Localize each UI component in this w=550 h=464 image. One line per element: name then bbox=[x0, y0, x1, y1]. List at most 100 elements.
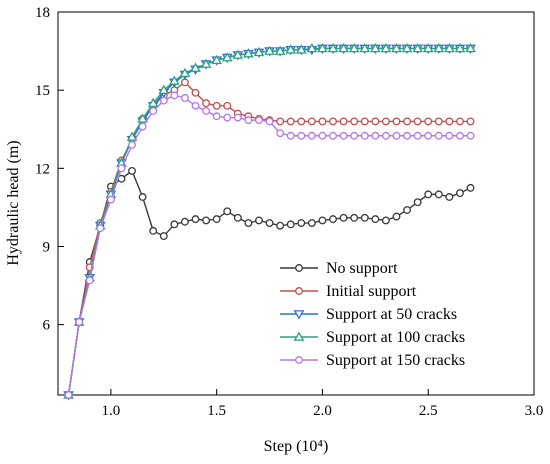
legend-item: Support at 50 cracks bbox=[280, 306, 457, 323]
legend-label: Support at 100 cracks bbox=[326, 329, 465, 346]
data-point bbox=[223, 113, 232, 122]
data-point bbox=[391, 42, 402, 53]
data-point bbox=[223, 207, 232, 216]
data-point bbox=[329, 117, 337, 126]
data-point bbox=[306, 42, 318, 53]
data-point bbox=[147, 97, 159, 107]
legend-item: Support at 100 cracks bbox=[280, 329, 465, 346]
data-point bbox=[253, 46, 265, 57]
data-point bbox=[392, 212, 401, 221]
data-point bbox=[138, 193, 147, 201]
data-point bbox=[297, 219, 306, 227]
data-point bbox=[444, 42, 455, 53]
data-point bbox=[276, 117, 285, 126]
data-point bbox=[348, 42, 360, 53]
data-point bbox=[149, 226, 158, 235]
data-point bbox=[466, 117, 475, 126]
data-point bbox=[422, 42, 434, 53]
data-point bbox=[307, 117, 316, 126]
data-point bbox=[106, 195, 115, 204]
data-point bbox=[117, 164, 126, 173]
data-point bbox=[339, 131, 348, 140]
legend-label: No support bbox=[326, 260, 398, 277]
data-point bbox=[264, 45, 275, 55]
x-tick-label: 1.5 bbox=[207, 403, 226, 419]
data-point bbox=[191, 88, 200, 97]
data-point bbox=[454, 42, 466, 53]
data-point bbox=[381, 131, 390, 140]
data-point bbox=[380, 42, 392, 53]
data-point bbox=[202, 216, 211, 225]
data-point bbox=[233, 213, 242, 222]
data-point bbox=[424, 190, 433, 199]
data-point bbox=[200, 58, 212, 68]
data-point bbox=[244, 116, 253, 125]
data-point bbox=[297, 117, 306, 126]
data-point bbox=[381, 216, 390, 225]
data-point bbox=[191, 215, 200, 224]
y-tick-label: 6 bbox=[43, 318, 51, 334]
data-point bbox=[403, 131, 412, 140]
data-point bbox=[286, 131, 295, 140]
data-point bbox=[433, 42, 445, 53]
data-point bbox=[403, 117, 412, 126]
data-point bbox=[223, 101, 232, 110]
data-point bbox=[243, 48, 254, 58]
legend-marker bbox=[293, 310, 305, 320]
data-point bbox=[456, 117, 464, 126]
data-point bbox=[64, 391, 73, 399]
y-tick-label: 9 bbox=[43, 239, 51, 255]
data-point bbox=[307, 131, 316, 140]
data-point bbox=[159, 232, 168, 241]
legend-label: Support at 50 cracks bbox=[326, 306, 457, 323]
data-point bbox=[413, 131, 422, 140]
data-point bbox=[434, 117, 443, 126]
data-point bbox=[191, 101, 200, 110]
data-point bbox=[180, 94, 189, 102]
data-point bbox=[128, 166, 136, 175]
data-point bbox=[212, 215, 221, 224]
data-point bbox=[329, 215, 337, 224]
data-point bbox=[466, 183, 475, 192]
x-tick-label: 2.5 bbox=[419, 403, 438, 419]
data-point bbox=[329, 131, 337, 140]
data-point bbox=[169, 75, 180, 85]
data-point bbox=[265, 117, 274, 126]
data-point bbox=[295, 44, 307, 54]
series-layer bbox=[63, 42, 476, 401]
y-axis-title: Hydraulic head (m) bbox=[5, 140, 22, 265]
data-point bbox=[317, 42, 328, 53]
data-point bbox=[232, 49, 244, 59]
data-point bbox=[137, 113, 148, 123]
data-point bbox=[202, 107, 211, 115]
y-tick-label: 18 bbox=[35, 5, 50, 21]
y-tick-label: 15 bbox=[35, 83, 50, 99]
x-tick-label: 3.0 bbox=[525, 403, 544, 419]
x-tick-label: 1.0 bbox=[102, 403, 121, 419]
x-tick-label: 2.0 bbox=[313, 403, 332, 419]
data-point bbox=[149, 107, 158, 115]
data-point bbox=[327, 42, 339, 53]
data-point bbox=[350, 117, 359, 126]
data-point bbox=[371, 131, 380, 140]
data-point bbox=[276, 221, 285, 230]
data-point bbox=[75, 318, 84, 326]
data-point bbox=[318, 216, 327, 225]
data-point bbox=[434, 190, 443, 199]
legend-item: No support bbox=[280, 260, 398, 277]
data-point bbox=[412, 42, 423, 53]
data-point bbox=[255, 216, 263, 225]
data-point bbox=[445, 193, 454, 201]
data-point bbox=[318, 117, 327, 126]
data-point bbox=[339, 213, 348, 222]
data-point bbox=[381, 117, 390, 126]
data-point bbox=[126, 131, 138, 141]
data-point bbox=[85, 276, 94, 285]
legend: No support Initial support Support at 50 c… bbox=[280, 260, 465, 369]
data-point bbox=[338, 42, 349, 53]
data-point bbox=[221, 52, 233, 62]
legend-label: Initial support bbox=[326, 283, 417, 300]
data-point bbox=[276, 129, 285, 138]
legend-item: Support at 150 cracks bbox=[280, 352, 465, 369]
